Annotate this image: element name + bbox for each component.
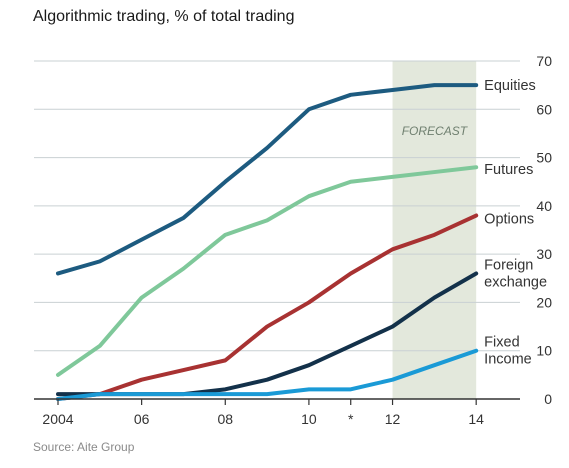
- y-tick-label: 40: [536, 198, 552, 214]
- x-tick-label: 14: [468, 411, 484, 427]
- x-tick-label: 06: [134, 411, 150, 427]
- series-label: exchange: [484, 274, 547, 290]
- forecast-region: [392, 61, 477, 399]
- y-tick-label: 70: [536, 53, 552, 69]
- x-tick-label: 12: [385, 411, 401, 427]
- series-line: [56, 83, 479, 276]
- x-tick-label: 08: [217, 411, 233, 427]
- series-label: Futures: [484, 162, 533, 178]
- y-tick-label: 10: [536, 343, 552, 359]
- x-tick-label: 10: [301, 411, 317, 427]
- series-label: Fixed: [484, 335, 519, 351]
- x-tick-label: 2004: [42, 411, 73, 427]
- series-line: [56, 165, 479, 377]
- series-label: Foreign: [484, 257, 533, 273]
- forecast-label: FORECAST: [402, 124, 469, 138]
- series-line: [56, 213, 479, 401]
- y-tick-label: 20: [536, 294, 552, 310]
- chart-title: Algorithmic trading, % of total trading: [33, 8, 295, 25]
- y-tick-label: 60: [536, 101, 552, 117]
- y-tick-label: 50: [536, 150, 552, 166]
- source-note: Source: Aite Group: [33, 440, 135, 454]
- series-line: [56, 348, 479, 401]
- y-tick-label: 0: [544, 391, 552, 407]
- series-label: Income: [484, 352, 532, 368]
- x-tick-label: *: [348, 411, 354, 427]
- y-tick-label: 30: [536, 246, 552, 262]
- series-label: Equities: [484, 78, 536, 94]
- series-label: Options: [484, 212, 534, 228]
